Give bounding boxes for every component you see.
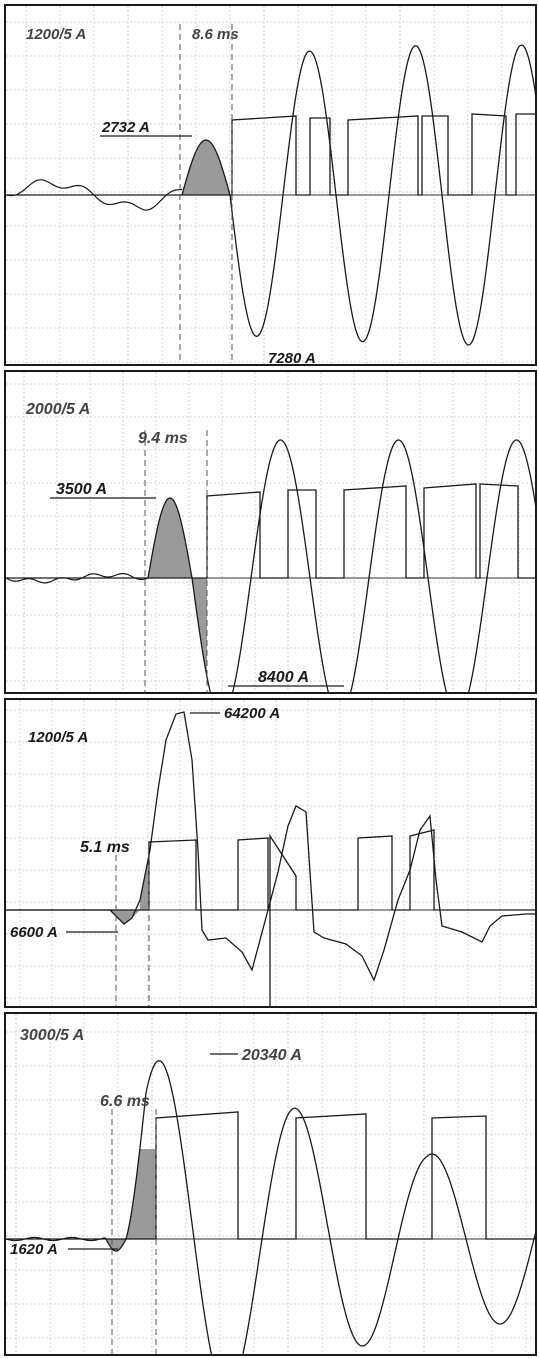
primary-current-waveform (6, 711, 535, 982)
relay-output-square-wave (6, 1111, 535, 1240)
time-label: 5.1 ms (80, 839, 130, 856)
primary-current-waveform (147, 439, 535, 692)
shaded-area-initial (106, 1239, 126, 1251)
waveform-panel-2: 2000/5 A 9.4 ms 3500 A 8400 A (4, 370, 537, 694)
trough-current-label: 8400 A (258, 669, 309, 686)
primary-current-waveform (6, 1060, 535, 1354)
initial-current-label: 6600 A (10, 924, 58, 941)
grid (6, 6, 535, 364)
waveform-chart-4: 3000/5 A 6.6 ms 20340 A 1620 A (6, 1014, 535, 1354)
relay-output-square-wave (6, 829, 535, 1006)
shaded-area-positive (148, 498, 192, 578)
shaded-area-negative (212, 144, 232, 212)
initial-current-label: 1620 A (10, 1241, 58, 1258)
ct-ratio-label: 1200/5 A (28, 729, 88, 746)
waveform-panel-4: 3000/5 A 6.6 ms 20340 A 1620 A (4, 1012, 537, 1356)
waveform-chart-3: 1200/5 A 5.1 ms 64200 A 6600 A (6, 700, 535, 1006)
peak-current-label: 3500 A (56, 481, 107, 498)
peak-current-label: 2732 A (101, 119, 150, 136)
peak-current-label: 64200 A (224, 705, 280, 722)
time-label: 6.6 ms (100, 1093, 150, 1110)
relay-output-square-wave (6, 113, 535, 196)
ct-ratio-label: 1200/5 A (26, 26, 86, 43)
grid (6, 700, 535, 1006)
grid (6, 1014, 535, 1354)
trough-current-label: 7280 A (268, 350, 316, 366)
waveform-panel-3: 1200/5 A 5.1 ms 64200 A 6600 A (4, 698, 537, 1008)
pre-fault-signal (6, 573, 149, 584)
time-label: 8.6 ms (192, 26, 239, 43)
shaded-area-rise (126, 1149, 156, 1239)
relay-output-square-wave (6, 483, 535, 579)
ct-ratio-label: 2000/5 A (25, 401, 90, 418)
ct-ratio-label: 3000/5 A (20, 1027, 84, 1044)
waveform-chart-2: 2000/5 A 9.4 ms 3500 A 8400 A (6, 372, 535, 692)
shaded-area-initial (110, 910, 140, 924)
primary-current-waveform (181, 44, 535, 346)
grid (6, 372, 535, 692)
peak-current-label: 20340 A (241, 1047, 302, 1064)
waveform-chart-1: 1200/5 A 8.6 ms 2732 A 7280 A (6, 6, 535, 366)
time-label: 9.4 ms (138, 430, 188, 447)
waveform-panel-1: 1200/5 A 8.6 ms 2732 A 7280 A (4, 4, 537, 366)
